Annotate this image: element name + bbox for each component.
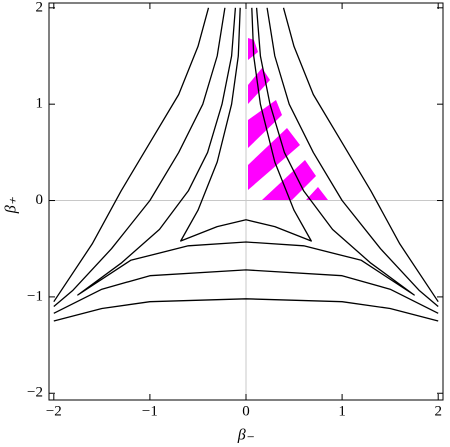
y-tick-label: 2 xyxy=(36,0,44,15)
contour-line xyxy=(77,7,415,296)
x-axis-label: β₋ xyxy=(237,427,255,444)
x-tick-label: −1 xyxy=(142,403,158,419)
hatch-stripe xyxy=(306,187,328,200)
y-tick-label: 0 xyxy=(36,192,44,208)
x-tick-label: 1 xyxy=(338,403,346,419)
y-tick-label: 1 xyxy=(36,96,44,112)
plot-frame xyxy=(48,2,444,401)
hatch-stripe xyxy=(262,160,316,200)
y-axis-label: β₊ xyxy=(3,196,20,214)
contour-line xyxy=(53,7,439,322)
contour-line xyxy=(180,7,312,242)
y-tick-label: −1 xyxy=(27,288,43,304)
hatched-region xyxy=(248,38,328,200)
x-tick-label: 0 xyxy=(242,403,250,419)
x-tick-label: 2 xyxy=(434,403,442,419)
x-tick-label: −2 xyxy=(46,403,62,419)
contour-line xyxy=(53,7,439,314)
y-tick-label: −2 xyxy=(27,385,43,401)
